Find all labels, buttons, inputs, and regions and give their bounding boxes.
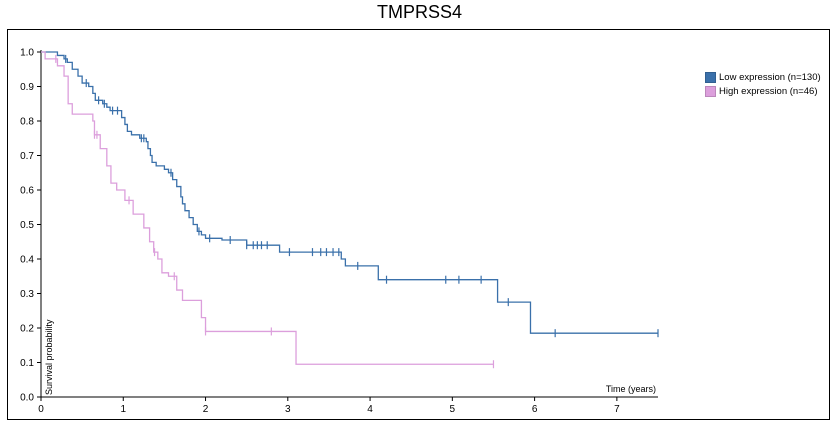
y-tick-label: 0.0 bbox=[20, 393, 34, 404]
legend-swatch-high bbox=[705, 86, 716, 97]
y-tick-label: 0.9 bbox=[20, 82, 34, 93]
x-tick-label: 3 bbox=[285, 404, 291, 415]
x-tick-label: 0 bbox=[38, 404, 44, 415]
series-high-expression bbox=[41, 51, 495, 369]
survival-curve bbox=[41, 51, 658, 334]
chart-title: TMPRSS4 bbox=[376, 2, 463, 22]
x-axis-label: Time (years) bbox=[606, 384, 656, 394]
chart-frame bbox=[7, 29, 830, 420]
y-tick-label: 0.3 bbox=[20, 289, 34, 300]
legend-label-low: Low expression (n=130) bbox=[719, 72, 821, 83]
y-axis-label: Survival probability bbox=[44, 319, 54, 395]
x-tick-label: 6 bbox=[532, 404, 538, 415]
y-tick-label: 0.6 bbox=[20, 186, 34, 197]
x-tick-label: 2 bbox=[203, 404, 209, 415]
legend-item-high: High expression (n=46) bbox=[705, 85, 821, 98]
legend-swatch-low bbox=[705, 72, 716, 83]
survival-curve bbox=[41, 51, 494, 365]
y-tick-label: 1.0 bbox=[20, 48, 34, 59]
y-tick-label: 0.1 bbox=[20, 358, 34, 369]
series-low-expression bbox=[41, 51, 659, 338]
legend-label-high: High expression (n=46) bbox=[719, 86, 818, 97]
x-tick-label: 7 bbox=[614, 404, 620, 415]
y-tick-label: 0.5 bbox=[20, 220, 34, 231]
series-layer bbox=[41, 51, 659, 369]
y-tick-label: 0.7 bbox=[20, 151, 34, 162]
legend: Low expression (n=130) High expression (… bbox=[705, 71, 821, 99]
x-tick-label: 1 bbox=[120, 404, 126, 415]
y-tick-label: 0.2 bbox=[20, 324, 34, 335]
y-tick-label: 0.4 bbox=[20, 255, 34, 266]
x-tick-label: 5 bbox=[450, 404, 456, 415]
y-tick-label: 0.8 bbox=[20, 117, 34, 128]
y-ticks: 0.0 0.1 0.2 0.3 0.4 0.5 0.6 0.7 0.8 0.9 1.0 bbox=[20, 48, 41, 404]
x-tick-label: 4 bbox=[367, 404, 373, 415]
x-ticks: 0 1 2 3 4 5 6 7 bbox=[38, 397, 620, 415]
axes: 0.0 0.1 0.2 0.3 0.4 0.5 0.6 0.7 0.8 0.9 1.0 0 1 2 3 4 5… bbox=[20, 48, 658, 415]
legend-item-low: Low expression (n=130) bbox=[705, 71, 821, 84]
